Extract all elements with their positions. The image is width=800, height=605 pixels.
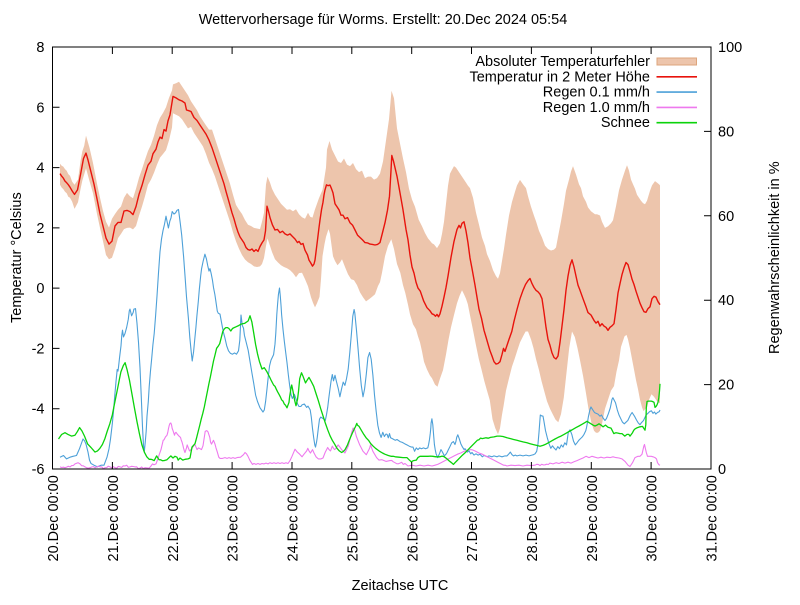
svg-text:Temperatur in 2 Meter Höhe: Temperatur in 2 Meter Höhe — [469, 69, 650, 85]
svg-text:2: 2 — [36, 221, 44, 237]
svg-text:31.Dec 00:00: 31.Dec 00:00 — [705, 475, 721, 561]
svg-text:-4: -4 — [32, 402, 45, 418]
svg-text:0: 0 — [36, 281, 44, 297]
svg-text:26.Dec 00:00: 26.Dec 00:00 — [405, 475, 421, 561]
svg-text:Absoluter Temperaturfehler: Absoluter Temperaturfehler — [475, 54, 650, 70]
svg-text:20.Dec 00:00: 20.Dec 00:00 — [46, 475, 62, 561]
svg-text:-6: -6 — [32, 462, 45, 478]
svg-text:4: 4 — [36, 161, 44, 177]
svg-text:22.Dec 00:00: 22.Dec 00:00 — [166, 475, 182, 561]
svg-text:40: 40 — [718, 293, 734, 309]
svg-text:30.Dec 00:00: 30.Dec 00:00 — [645, 475, 661, 561]
svg-text:Regen 0.1 mm/h: Regen 0.1 mm/h — [543, 85, 650, 101]
svg-text:29.Dec 00:00: 29.Dec 00:00 — [585, 475, 601, 561]
svg-text:80: 80 — [718, 124, 734, 140]
svg-text:25.Dec 00:00: 25.Dec 00:00 — [345, 475, 361, 561]
svg-text:8: 8 — [36, 40, 44, 56]
svg-text:21.Dec 00:00: 21.Dec 00:00 — [106, 475, 122, 561]
svg-text:Wettervorhersage für Worms. Er: Wettervorhersage für Worms. Erstellt: 20… — [199, 12, 568, 28]
svg-text:27.Dec 00:00: 27.Dec 00:00 — [465, 475, 481, 561]
svg-text:-2: -2 — [32, 341, 45, 357]
svg-text:Regenwahrscheinlichkeit in %: Regenwahrscheinlichkeit in % — [767, 161, 783, 354]
svg-text:100: 100 — [718, 40, 742, 56]
svg-text:Schnee: Schnee — [601, 115, 650, 131]
svg-text:Regen 1.0 mm/h: Regen 1.0 mm/h — [543, 100, 650, 116]
svg-text:60: 60 — [718, 209, 734, 225]
svg-text:20: 20 — [718, 378, 734, 394]
svg-text:28.Dec 00:00: 28.Dec 00:00 — [525, 475, 541, 561]
svg-text:23.Dec 00:00: 23.Dec 00:00 — [226, 475, 242, 561]
svg-text:0: 0 — [718, 462, 726, 478]
svg-text:Temperatur °Celsius: Temperatur °Celsius — [9, 192, 25, 323]
svg-text:Zeitachse UTC: Zeitachse UTC — [352, 578, 449, 594]
svg-text:24.Dec 00:00: 24.Dec 00:00 — [286, 475, 302, 561]
svg-text:6: 6 — [36, 100, 44, 116]
